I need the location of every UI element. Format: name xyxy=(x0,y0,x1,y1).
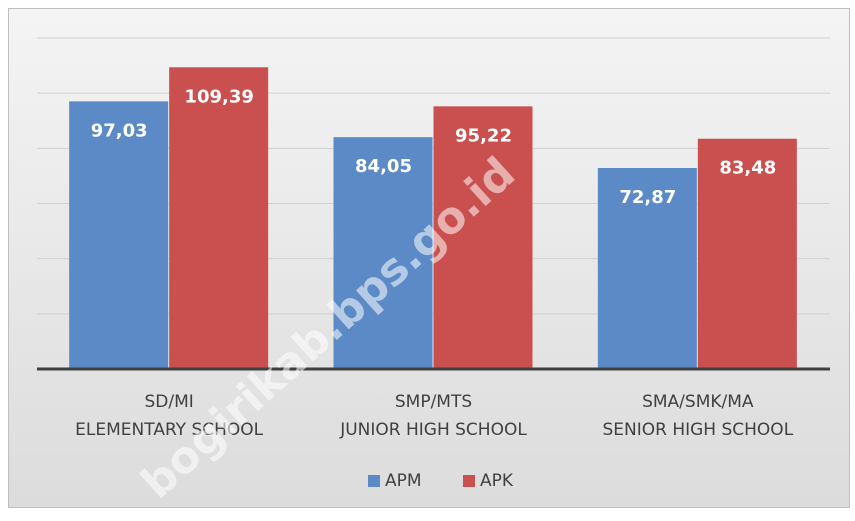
data-label: 97,03 xyxy=(91,120,148,141)
legend-swatch xyxy=(463,475,475,487)
data-label: 109,39 xyxy=(184,86,253,107)
bar xyxy=(333,137,433,369)
legend-label: APM xyxy=(385,471,422,491)
data-label: 83,48 xyxy=(719,158,776,179)
bar xyxy=(433,106,533,369)
x-tick-label: SD/MI ELEMENTARY SCHOOL xyxy=(75,392,263,440)
legend-swatch xyxy=(368,475,380,487)
bar xyxy=(69,101,169,369)
x-tick-label: SMA/SMK/MA SENIOR HIGH SCHOOL xyxy=(602,392,793,440)
legend-label: APK xyxy=(480,471,514,491)
data-label: 72,87 xyxy=(619,187,676,208)
bar xyxy=(597,168,697,369)
bar xyxy=(169,67,269,369)
bar xyxy=(697,138,797,369)
data-label: 84,05 xyxy=(355,156,412,177)
x-tick-label: SMP/MTS JUNIOR HIGH SCHOOL xyxy=(339,392,527,440)
data-label: 95,22 xyxy=(455,125,512,146)
